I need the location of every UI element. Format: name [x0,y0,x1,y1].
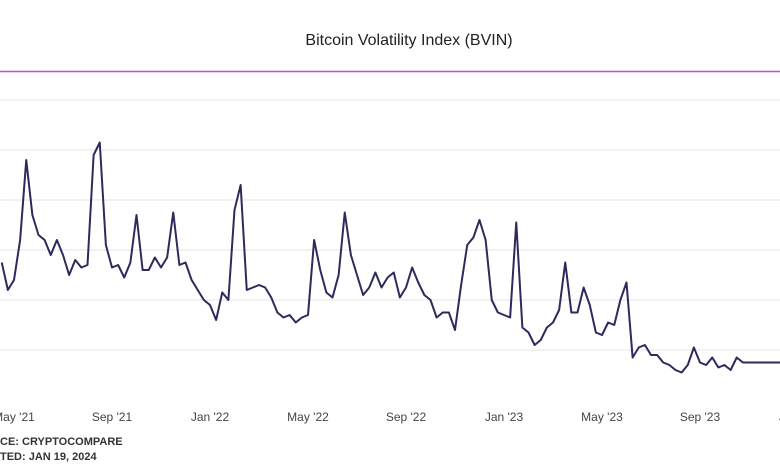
source-note: CE: CRYPTOCOMPARE [0,436,123,448]
x-tick-label: Jan '22 [191,410,230,424]
grid [0,99,780,351]
updated-note: TED: JAN 19, 2024 [0,451,97,463]
x-tick-label: May '23 [581,410,623,424]
x-tick-label: Sep '23 [680,410,721,424]
x-tick-label: May '21 [0,410,35,424]
chart-title: Bitcoin Volatility Index (BVIN) [305,32,512,49]
x-tick-label: Sep '21 [92,410,133,424]
x-tick-label: Jan '24 [779,410,780,424]
x-axis: May '21 Sep '21 Jan '22 May '22 Sep '22 Jan '… [0,410,780,424]
plot [0,141,780,374]
x-tick-label: Jan '23 [485,410,524,424]
x-tick-label: May '22 [287,410,329,424]
line-series [0,141,780,374]
x-tick-label: Sep '22 [386,410,427,424]
